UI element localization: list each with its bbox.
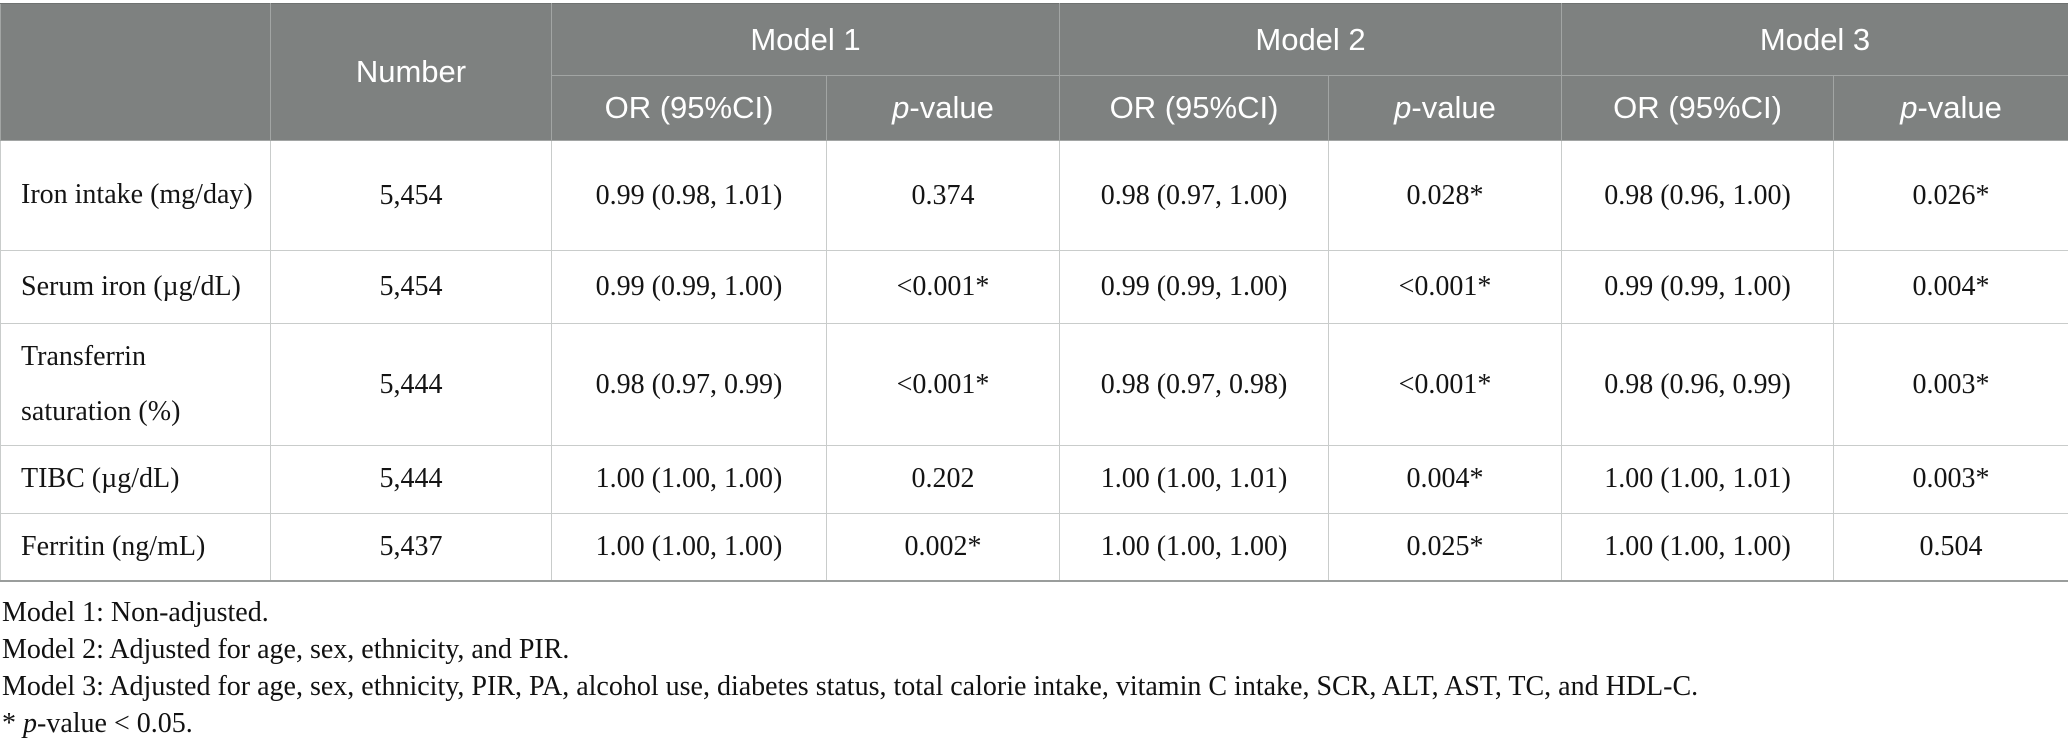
or-ci-cell: 0.98 (0.97, 1.00) — [1060, 141, 1329, 251]
or-ci-cell: 0.98 (0.96, 0.99) — [1562, 324, 1834, 446]
column-header-p-m3: p-value — [1834, 76, 2068, 141]
p-value-cell: 0.025* — [1329, 513, 1562, 581]
row-label-cell: Iron intake (mg/day) — [1, 141, 271, 251]
or-ci-cell: 1.00 (1.00, 1.01) — [1060, 446, 1329, 514]
or-ci-cell: 0.99 (0.98, 1.01) — [552, 141, 827, 251]
p-rest: -value — [909, 90, 993, 125]
or-ci-cell: 1.00 (1.00, 1.01) — [1562, 446, 1834, 514]
or-ci-cell: 0.99 (0.99, 1.00) — [552, 251, 827, 324]
or-ci-cell: 0.98 (0.97, 0.99) — [552, 324, 827, 446]
significance-rest: -value < 0.05. — [37, 708, 193, 739]
results-table: Number Model 1 Model 2 Model 3 OR (95%CI… — [0, 3, 2068, 582]
footnotes: Model 1: Non-adjusted. Model 2: Adjusted… — [0, 582, 2068, 742]
or-ci-cell: 1.00 (1.00, 1.00) — [1060, 513, 1329, 581]
row-label-cell: Ferritin (ng/mL) — [1, 513, 271, 581]
or-ci-cell: 0.99 (0.99, 1.00) — [1562, 251, 1834, 324]
p-value-cell: 0.003* — [1834, 446, 2068, 514]
significance-prefix: * — [2, 708, 23, 739]
p-value-cell: <0.001* — [827, 324, 1060, 446]
p-rest: -value — [1411, 90, 1495, 125]
footnote-model-2: Model 2: Adjusted for age, sex, ethnicit… — [2, 631, 2064, 668]
p-value-cell: <0.001* — [1329, 324, 1562, 446]
row-label-cell: Serum iron (µg/dL) — [1, 251, 271, 324]
column-header-p-m2: p-value — [1329, 76, 1562, 141]
column-header-or-m2: OR (95%CI) — [1060, 76, 1329, 141]
column-header-p-m1: p-value — [827, 76, 1060, 141]
p-italic: p — [1900, 90, 1917, 125]
corner-cell — [1, 4, 271, 141]
table-figure: Number Model 1 Model 2 Model 3 OR (95%CI… — [0, 0, 2068, 582]
p-value-cell: 0.004* — [1329, 446, 1562, 514]
table-row: Serum iron (µg/dL) 5,454 0.99 (0.99, 1.0… — [1, 251, 2068, 324]
p-value-cell: <0.001* — [1329, 251, 1562, 324]
table-row: Iron intake (mg/day) 5,454 0.99 (0.98, 1… — [1, 141, 2068, 251]
table-row: Ferritin (ng/mL) 5,437 1.00 (1.00, 1.00)… — [1, 513, 2068, 581]
column-header-number: Number — [271, 4, 552, 141]
p-value-cell: 0.028* — [1329, 141, 1562, 251]
row-label-cell: Transferrin saturation (%) — [1, 324, 271, 446]
p-italic: p — [1394, 90, 1411, 125]
p-value-cell: 0.002* — [827, 513, 1060, 581]
p-value-cell: 0.004* — [1834, 251, 2068, 324]
p-rest: -value — [1917, 90, 2001, 125]
or-ci-cell: 1.00 (1.00, 1.00) — [552, 513, 827, 581]
p-value-cell: 0.374 — [827, 141, 1060, 251]
p-italic: p — [892, 90, 909, 125]
row-label-cell: TIBC (µg/dL) — [1, 446, 271, 514]
or-ci-cell: 0.99 (0.99, 1.00) — [1060, 251, 1329, 324]
p-value-cell: <0.001* — [827, 251, 1060, 324]
or-ci-cell: 1.00 (1.00, 1.00) — [552, 446, 827, 514]
column-group-model-2: Model 2 — [1060, 4, 1562, 76]
table-header: Number Model 1 Model 2 Model 3 OR (95%CI… — [1, 4, 2068, 141]
p-italic: p — [23, 708, 37, 739]
or-ci-cell: 1.00 (1.00, 1.00) — [1562, 513, 1834, 581]
number-cell: 5,444 — [271, 324, 552, 446]
number-cell: 5,454 — [271, 141, 552, 251]
footnote-model-1: Model 1: Non-adjusted. — [2, 594, 2064, 631]
table-row: TIBC (µg/dL) 5,444 1.00 (1.00, 1.00) 0.2… — [1, 446, 2068, 514]
footnote-model-3: Model 3: Adjusted for age, sex, ethnicit… — [2, 668, 2064, 705]
number-cell: 5,437 — [271, 513, 552, 581]
p-value-cell: 0.026* — [1834, 141, 2068, 251]
column-group-model-1: Model 1 — [552, 4, 1060, 76]
column-group-model-3: Model 3 — [1562, 4, 2068, 76]
table-row: Transferrin saturation (%) 5,444 0.98 (0… — [1, 324, 2068, 446]
footnote-significance: * p-value < 0.05. — [2, 705, 2064, 742]
number-cell: 5,454 — [271, 251, 552, 324]
p-value-cell: 0.003* — [1834, 324, 2068, 446]
column-header-or-m1: OR (95%CI) — [552, 76, 827, 141]
column-header-or-m3: OR (95%CI) — [1562, 76, 1834, 141]
number-cell: 5,444 — [271, 446, 552, 514]
or-ci-cell: 0.98 (0.97, 0.98) — [1060, 324, 1329, 446]
p-value-cell: 0.504 — [1834, 513, 2068, 581]
or-ci-cell: 0.98 (0.96, 1.00) — [1562, 141, 1834, 251]
p-value-cell: 0.202 — [827, 446, 1060, 514]
